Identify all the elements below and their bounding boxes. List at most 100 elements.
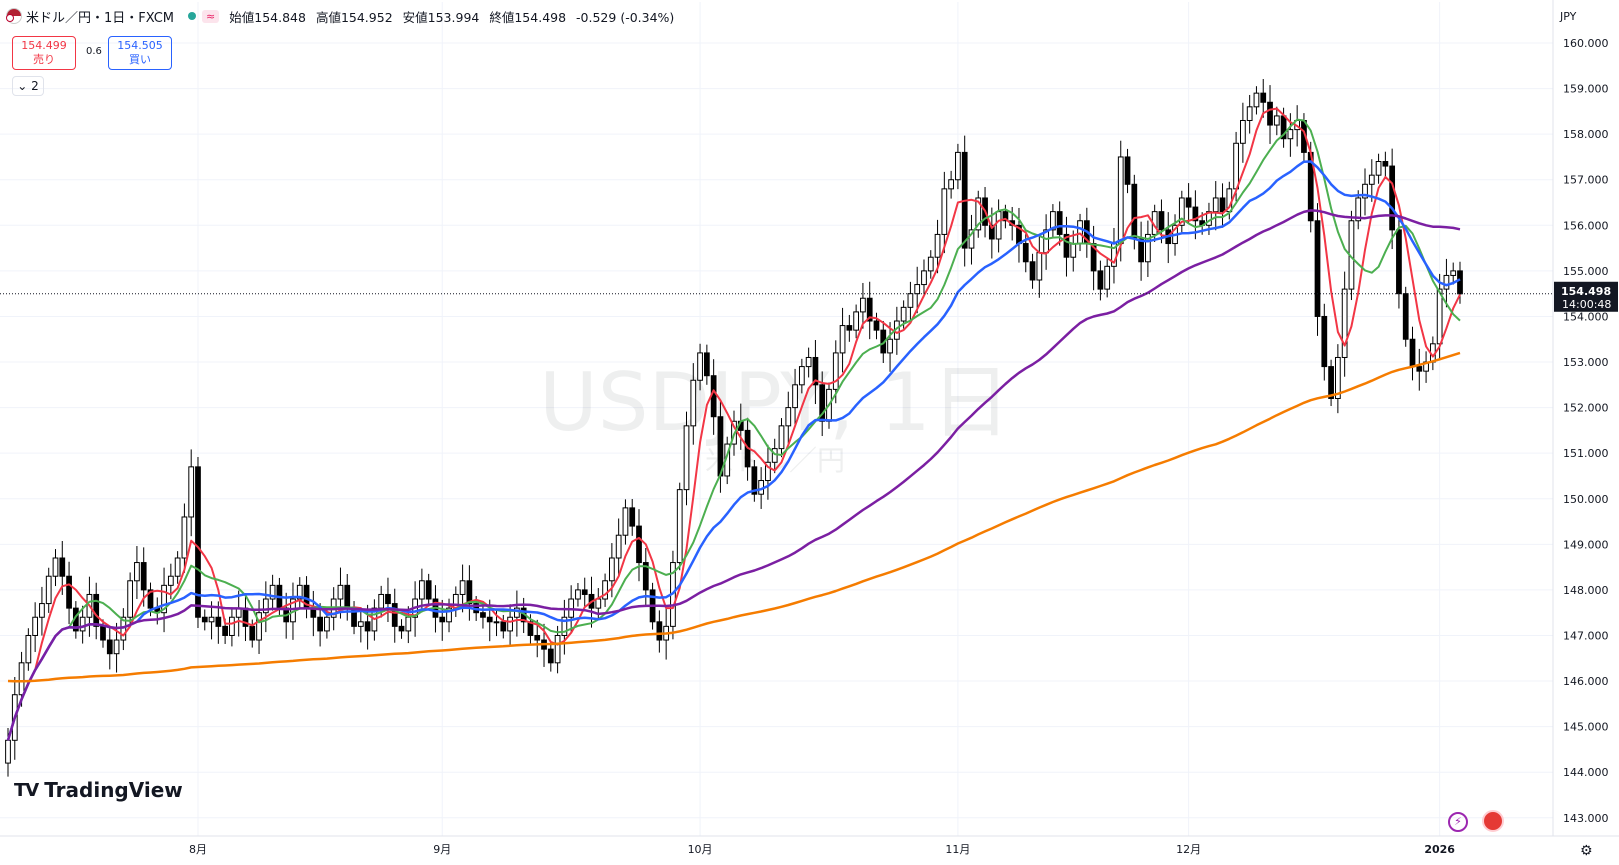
- candle-up: [1253, 92, 1260, 108]
- sell-label: 売り: [33, 53, 55, 66]
- candle-up: [853, 311, 860, 331]
- symbol-title[interactable]: 米ドル／円・1日・FXCM: [26, 10, 175, 26]
- candle-up: [785, 407, 792, 427]
- candle-up: [378, 593, 385, 609]
- candle-down: [1219, 197, 1226, 213]
- countdown-label: 14:00:48: [1562, 298, 1611, 311]
- sell-price: 154.499: [21, 39, 67, 52]
- candle-up: [792, 384, 798, 409]
- candle-up: [1273, 115, 1280, 126]
- candle-down: [344, 584, 351, 609]
- candle-down: [195, 466, 201, 618]
- candle-up: [995, 211, 1002, 240]
- y-tick-label: 146.000: [1563, 675, 1609, 688]
- candle-up: [798, 366, 805, 386]
- candle-up: [446, 607, 452, 623]
- x-tick-label: 11月: [945, 843, 970, 856]
- indicator-collapse-button[interactable]: ⌄ 2: [12, 76, 44, 96]
- candle-up: [188, 466, 195, 518]
- candle-up: [262, 598, 269, 614]
- sell-button[interactable]: 154.499 売り: [12, 36, 76, 70]
- candle-up: [1050, 211, 1056, 231]
- candle-down: [1158, 211, 1165, 231]
- candle-up: [900, 306, 907, 322]
- candle-up: [269, 584, 276, 600]
- x-tick-label: 10月: [688, 843, 713, 856]
- candle-up: [1287, 129, 1294, 140]
- candle-up: [459, 580, 466, 595]
- candle-down: [249, 625, 256, 641]
- candle-up: [860, 297, 866, 313]
- y-tick-label: 147.000: [1563, 629, 1609, 642]
- currency-label[interactable]: JPY: [1560, 10, 1577, 23]
- candle-down: [812, 356, 819, 386]
- chart-header: 米ドル／円・1日・FXCM ≈ 始値154.848 高値154.952 安値15…: [6, 6, 674, 26]
- buy-label: 買い: [129, 53, 151, 66]
- lightning-icon[interactable]: ⚡: [1448, 812, 1468, 832]
- high-label: 高値: [315, 9, 341, 25]
- y-tick-label: 156.000: [1563, 219, 1609, 232]
- candle-up: [1341, 288, 1348, 358]
- high-value: 154.952: [340, 9, 393, 25]
- close-value: 154.498: [514, 9, 567, 25]
- candle-up: [575, 589, 581, 600]
- x-tick-label: 8月: [189, 843, 207, 856]
- candle-down: [1314, 220, 1321, 317]
- ma-line-5: [7, 107, 1461, 741]
- candle-down: [656, 621, 663, 641]
- candle-up: [683, 425, 690, 491]
- candle-down: [873, 320, 880, 331]
- y-tick-label: 159.000: [1563, 83, 1609, 96]
- candle-down: [1138, 238, 1144, 263]
- candle-down: [140, 562, 147, 591]
- last-price-label: 154.498: [1561, 285, 1611, 298]
- candle-down: [534, 634, 541, 641]
- candle-up: [595, 598, 602, 609]
- candle-up: [1368, 174, 1375, 185]
- candle-up: [79, 616, 86, 632]
- candle-up: [832, 352, 839, 390]
- ohlc-values: 始値154.848 高値154.952 安値153.994 終値154.498 …: [223, 7, 674, 26]
- candle-down: [581, 589, 588, 595]
- candle-up: [18, 662, 25, 696]
- y-tick-label: 148.000: [1563, 584, 1609, 597]
- candle-down: [106, 639, 113, 655]
- spread-value: 0.6: [86, 46, 102, 57]
- candle-down: [1382, 161, 1389, 167]
- us-flag-icon[interactable]: [1482, 810, 1504, 832]
- candle-up: [256, 612, 262, 641]
- candle-down: [703, 352, 710, 377]
- data-status-icon[interactable]: ≈: [202, 9, 220, 23]
- candle-down: [480, 612, 486, 618]
- candle-up: [32, 616, 39, 636]
- candle-down: [1396, 229, 1402, 295]
- candle-up: [1362, 183, 1368, 199]
- y-tick-label: 158.000: [1563, 128, 1609, 141]
- gear-icon[interactable]: ⚙: [1580, 843, 1593, 859]
- candle-up: [1077, 220, 1083, 245]
- candle-up: [337, 584, 344, 600]
- candle-down: [215, 616, 222, 627]
- candle-down: [385, 593, 391, 605]
- candle-up: [45, 575, 52, 605]
- buy-button[interactable]: 154.505 買い: [108, 36, 172, 70]
- ma-line-200: [7, 351, 1461, 683]
- candle-up: [907, 293, 914, 308]
- candle-up: [25, 634, 32, 664]
- candle-down: [636, 525, 642, 564]
- candle-down: [1022, 243, 1029, 263]
- candle-down: [1267, 101, 1273, 126]
- candle-down: [1416, 366, 1423, 372]
- y-tick-label: 155.000: [1563, 265, 1609, 278]
- candle-up: [1104, 265, 1111, 290]
- candle-up: [324, 616, 330, 632]
- candle-up: [405, 616, 412, 632]
- tradingview-logo: TV TradingView: [14, 778, 183, 802]
- change-value: -0.529 (-0.34%): [576, 9, 675, 25]
- candle-up: [39, 603, 45, 618]
- y-tick-label: 153.000: [1563, 356, 1609, 369]
- ma-line-10: [7, 118, 1461, 741]
- candle-down: [642, 562, 649, 591]
- y-tick-label: 145.000: [1563, 721, 1609, 734]
